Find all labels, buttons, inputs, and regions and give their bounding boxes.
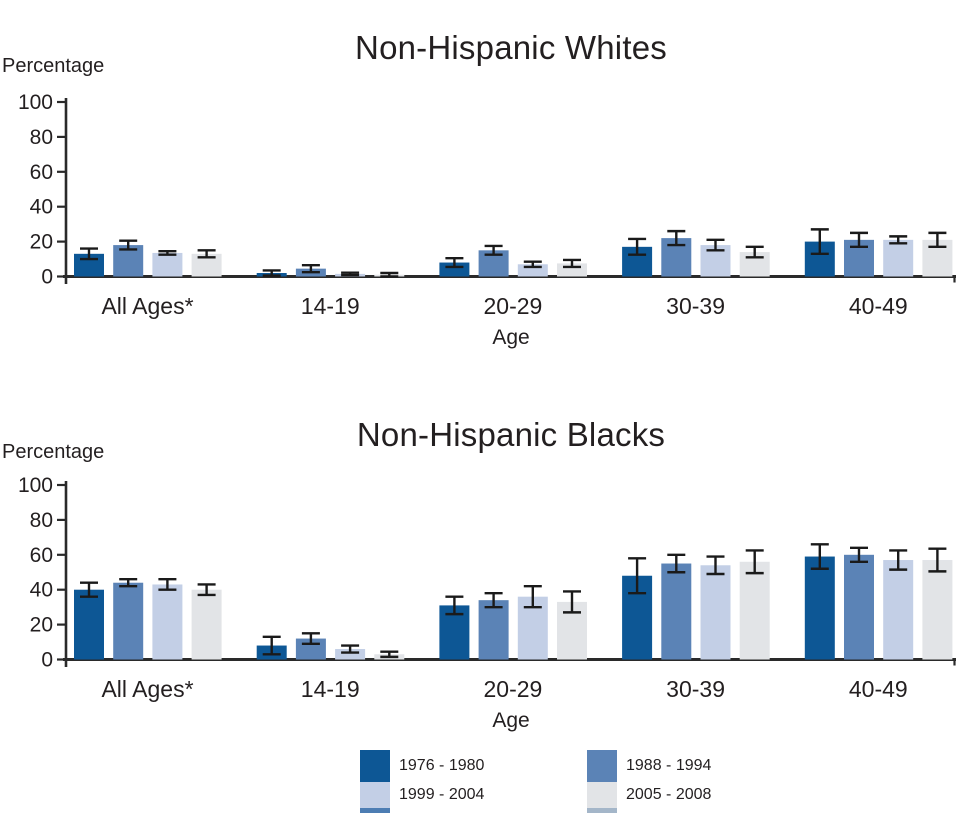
- bar: [478, 600, 509, 660]
- bar: [804, 556, 835, 660]
- y-tick-label: 60: [30, 161, 53, 184]
- y-tick-label: 40: [30, 579, 53, 602]
- bar: [191, 253, 222, 277]
- legend-label: 2005 - 2008: [626, 786, 712, 803]
- legend-item-2005-2008: 2005 - 2008: [587, 782, 711, 808]
- x-category-label: 14-19: [301, 293, 360, 319]
- legend-column-left: 1976 - 1980 1999 - 2004: [360, 750, 484, 813]
- y-tick-label: 100: [18, 91, 53, 114]
- y-tick-label: 20: [30, 231, 53, 254]
- bar: [844, 554, 874, 660]
- y-tick-label: 40: [30, 196, 53, 219]
- chart-title: Non-Hispanic Blacks: [356, 416, 666, 454]
- bar: [152, 584, 183, 660]
- bar: [113, 582, 144, 660]
- x-category-label: All Ages*: [101, 293, 193, 319]
- bar: [74, 589, 104, 660]
- bar: [922, 560, 953, 660]
- x-category-label: 40-49: [849, 676, 908, 702]
- legend-item-1999-2004: 1999 - 2004: [360, 782, 484, 808]
- legend-column-right: 1988 - 1994 2005 - 2008: [587, 750, 711, 813]
- legend-swatch-1999-2004: [360, 782, 390, 808]
- bar: [883, 560, 914, 660]
- x-category-label: 20-29: [483, 676, 542, 702]
- legend-item-1988-1994: 1988 - 1994: [587, 750, 711, 782]
- x-category-label: 30-39: [666, 293, 725, 319]
- y-axis-title: Percentage: [2, 441, 105, 463]
- legend-label: 1988 - 1994: [626, 757, 712, 774]
- x-axis-title: Age: [492, 709, 530, 732]
- plot-area-blacks: 0 20 40 60 80 100 All Ages* 14-19 20-29 30-39 40-4…: [18, 474, 956, 702]
- x-axis-title: Age: [492, 326, 530, 349]
- legend-swatch-1988-1994: [587, 750, 617, 782]
- bar: [335, 649, 366, 660]
- y-tick-label: 80: [30, 509, 53, 532]
- plot-area-whites: 0 20 40 60 80 100 All Ages* 14-19 20-29 30-39 40-4…: [18, 91, 956, 319]
- x-category-label: 40-49: [849, 293, 908, 319]
- legend-label: 1976 - 1980: [399, 757, 485, 774]
- bar: [152, 252, 183, 277]
- bar: [191, 589, 222, 660]
- y-tick-label: 0: [41, 649, 53, 672]
- legend: 1976 - 1980 1999 - 2004 1988 - 1994 2005…: [0, 750, 960, 813]
- chart-title: Non-Hispanic Whites: [355, 29, 667, 67]
- legend-item-1976-1980: 1976 - 1980: [360, 750, 484, 782]
- y-tick-label: 20: [30, 614, 53, 637]
- legend-cropped-strip: [360, 808, 390, 813]
- legend-label: 1999 - 2004: [399, 786, 485, 803]
- y-tick-label: 100: [18, 474, 53, 497]
- y-tick-label: 0: [41, 266, 53, 289]
- y-tick-label: 80: [30, 126, 53, 149]
- bar: [700, 565, 731, 660]
- legend-swatch-1976-1980: [360, 750, 390, 782]
- bar: [661, 563, 692, 660]
- y-axis-title: Percentage: [2, 55, 105, 77]
- x-category-label: 14-19: [301, 676, 360, 702]
- legend-cropped-strip: [587, 808, 617, 813]
- chart-non-hispanic-blacks: Non-Hispanic Blacks Percentage 0 20 40 60 80…: [0, 383, 960, 743]
- x-category-label: 20-29: [483, 293, 542, 319]
- y-tick-label: 60: [30, 544, 53, 567]
- bar: [883, 239, 914, 277]
- x-category-label: 30-39: [666, 676, 725, 702]
- chart-non-hispanic-whites: Non-Hispanic Whites Percentage 0 20 40 60 80…: [0, 0, 960, 360]
- x-category-label: All Ages*: [101, 676, 193, 702]
- bar: [739, 561, 770, 660]
- legend-swatch-2005-2008: [587, 782, 617, 808]
